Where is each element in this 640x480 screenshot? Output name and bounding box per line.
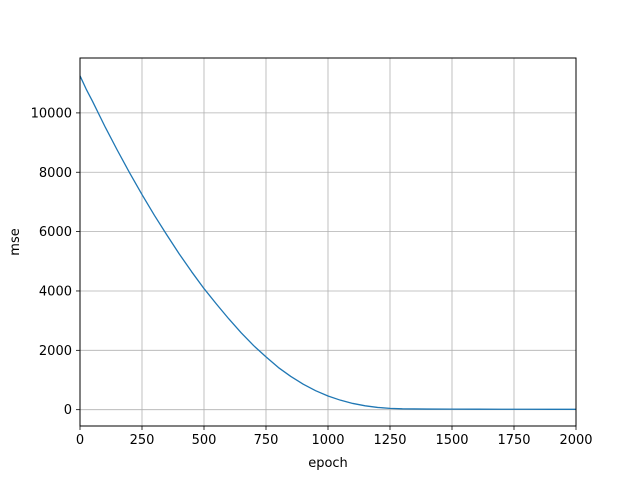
x-tick-label: 500: [192, 433, 217, 448]
y-tick-label: 4000: [39, 284, 72, 299]
y-tick-label: 10000: [31, 106, 72, 121]
series-layer: [79, 75, 577, 410]
y-axis-title: mse: [8, 228, 23, 255]
axis-ticks: [76, 112, 577, 430]
x-tick-label: 1250: [373, 433, 406, 448]
x-tick-label: 1000: [311, 433, 344, 448]
y-tick-label: 2000: [39, 344, 72, 359]
y-tick-label: 0: [64, 403, 72, 418]
y-tick-label: 8000: [39, 166, 72, 181]
x-tick-label: 0: [76, 433, 84, 448]
tick-labels: 0 250 500 750 1000 1250 1500 1750 2000 0 2000 4000 6…: [31, 106, 593, 448]
x-tick-label: 2000: [559, 433, 592, 448]
mse-series-line: [79, 75, 577, 410]
y-tick-label: 6000: [39, 225, 72, 240]
x-axis-title: epoch: [308, 456, 348, 471]
x-tick-label: 1500: [435, 433, 468, 448]
grid-lines: [79, 58, 577, 426]
x-tick-label: 250: [130, 433, 155, 448]
x-tick-label: 1750: [497, 433, 530, 448]
x-tick-label: 750: [254, 433, 279, 448]
